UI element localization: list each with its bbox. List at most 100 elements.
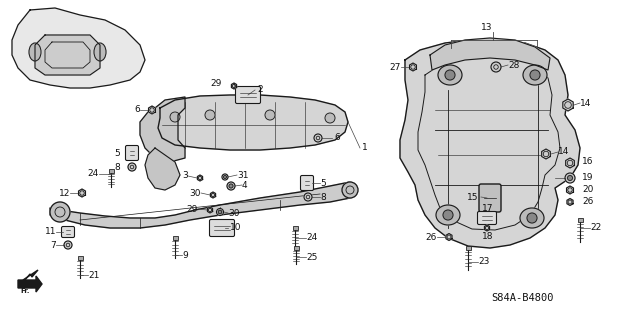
Text: 6: 6 — [334, 133, 340, 143]
Polygon shape — [232, 83, 237, 89]
FancyBboxPatch shape — [477, 211, 497, 225]
Polygon shape — [12, 8, 145, 88]
Text: 17: 17 — [483, 204, 493, 213]
Text: 27: 27 — [390, 63, 401, 71]
Text: 23: 23 — [478, 257, 490, 266]
Bar — [577, 218, 582, 222]
Circle shape — [218, 210, 222, 214]
Polygon shape — [484, 225, 490, 231]
Text: 11: 11 — [45, 227, 56, 236]
Polygon shape — [207, 207, 212, 213]
Text: 24: 24 — [306, 234, 317, 242]
Text: 6: 6 — [134, 106, 140, 115]
Circle shape — [64, 241, 72, 249]
FancyBboxPatch shape — [61, 226, 74, 238]
Polygon shape — [50, 182, 355, 228]
Text: 30: 30 — [228, 209, 239, 218]
Circle shape — [314, 134, 322, 142]
Polygon shape — [430, 38, 550, 70]
Text: 16: 16 — [582, 157, 593, 166]
Text: 19: 19 — [582, 173, 593, 182]
Polygon shape — [567, 198, 573, 205]
Text: 5: 5 — [115, 149, 120, 158]
Text: 20: 20 — [582, 184, 593, 194]
Text: 2: 2 — [257, 85, 262, 93]
Text: 29: 29 — [187, 204, 198, 213]
Polygon shape — [145, 148, 180, 190]
Polygon shape — [566, 186, 573, 194]
Text: 28: 28 — [508, 61, 520, 70]
Text: 29: 29 — [211, 78, 222, 87]
Bar — [77, 256, 83, 260]
Polygon shape — [20, 270, 38, 286]
Text: 8: 8 — [115, 162, 120, 172]
Circle shape — [565, 173, 575, 183]
Circle shape — [530, 70, 540, 80]
Text: 8: 8 — [320, 192, 326, 202]
Circle shape — [229, 184, 233, 188]
Polygon shape — [541, 149, 550, 159]
Circle shape — [568, 175, 573, 181]
Circle shape — [445, 70, 455, 80]
Polygon shape — [446, 234, 452, 241]
Polygon shape — [197, 175, 203, 181]
Text: 25: 25 — [306, 253, 317, 262]
Text: 4: 4 — [242, 181, 248, 189]
Circle shape — [205, 110, 215, 120]
Ellipse shape — [94, 43, 106, 61]
Text: 1: 1 — [362, 144, 368, 152]
Circle shape — [527, 213, 537, 223]
Polygon shape — [211, 192, 216, 198]
Circle shape — [222, 174, 228, 180]
Text: 9: 9 — [182, 250, 188, 259]
Text: 31: 31 — [237, 170, 248, 180]
Ellipse shape — [29, 43, 41, 61]
Circle shape — [216, 209, 223, 216]
Text: S84A-B4800: S84A-B4800 — [491, 293, 553, 303]
Text: 15: 15 — [467, 192, 478, 202]
Circle shape — [50, 202, 70, 222]
Circle shape — [443, 210, 453, 220]
Circle shape — [342, 182, 358, 198]
Ellipse shape — [438, 65, 462, 85]
Ellipse shape — [520, 208, 544, 228]
Text: 3: 3 — [182, 172, 188, 181]
Text: 24: 24 — [88, 169, 99, 179]
Bar — [292, 226, 298, 230]
Polygon shape — [148, 106, 156, 114]
Bar — [465, 246, 470, 250]
FancyBboxPatch shape — [125, 145, 138, 160]
Ellipse shape — [436, 205, 460, 225]
Text: Fr.: Fr. — [20, 288, 29, 294]
Polygon shape — [18, 276, 42, 292]
Text: 7: 7 — [51, 241, 56, 249]
Circle shape — [227, 182, 235, 190]
Text: 26: 26 — [582, 197, 593, 205]
Circle shape — [223, 175, 227, 179]
Polygon shape — [563, 99, 573, 111]
Text: 14: 14 — [558, 147, 570, 157]
Text: 5: 5 — [320, 179, 326, 188]
Polygon shape — [158, 95, 348, 150]
Polygon shape — [140, 97, 185, 162]
Text: 30: 30 — [189, 189, 201, 197]
Bar — [173, 236, 177, 240]
Polygon shape — [35, 35, 100, 75]
Circle shape — [265, 110, 275, 120]
Bar — [109, 169, 113, 173]
Polygon shape — [566, 158, 574, 168]
Circle shape — [170, 112, 180, 122]
Circle shape — [325, 113, 335, 123]
Circle shape — [128, 163, 136, 171]
FancyBboxPatch shape — [236, 86, 260, 103]
Polygon shape — [410, 63, 417, 71]
Polygon shape — [79, 189, 86, 197]
Bar — [294, 246, 298, 250]
Circle shape — [491, 62, 501, 72]
Text: 26: 26 — [426, 233, 437, 241]
Ellipse shape — [523, 65, 547, 85]
Text: 14: 14 — [580, 99, 591, 108]
Circle shape — [304, 193, 312, 201]
Text: 18: 18 — [483, 232, 493, 241]
FancyBboxPatch shape — [479, 184, 501, 212]
